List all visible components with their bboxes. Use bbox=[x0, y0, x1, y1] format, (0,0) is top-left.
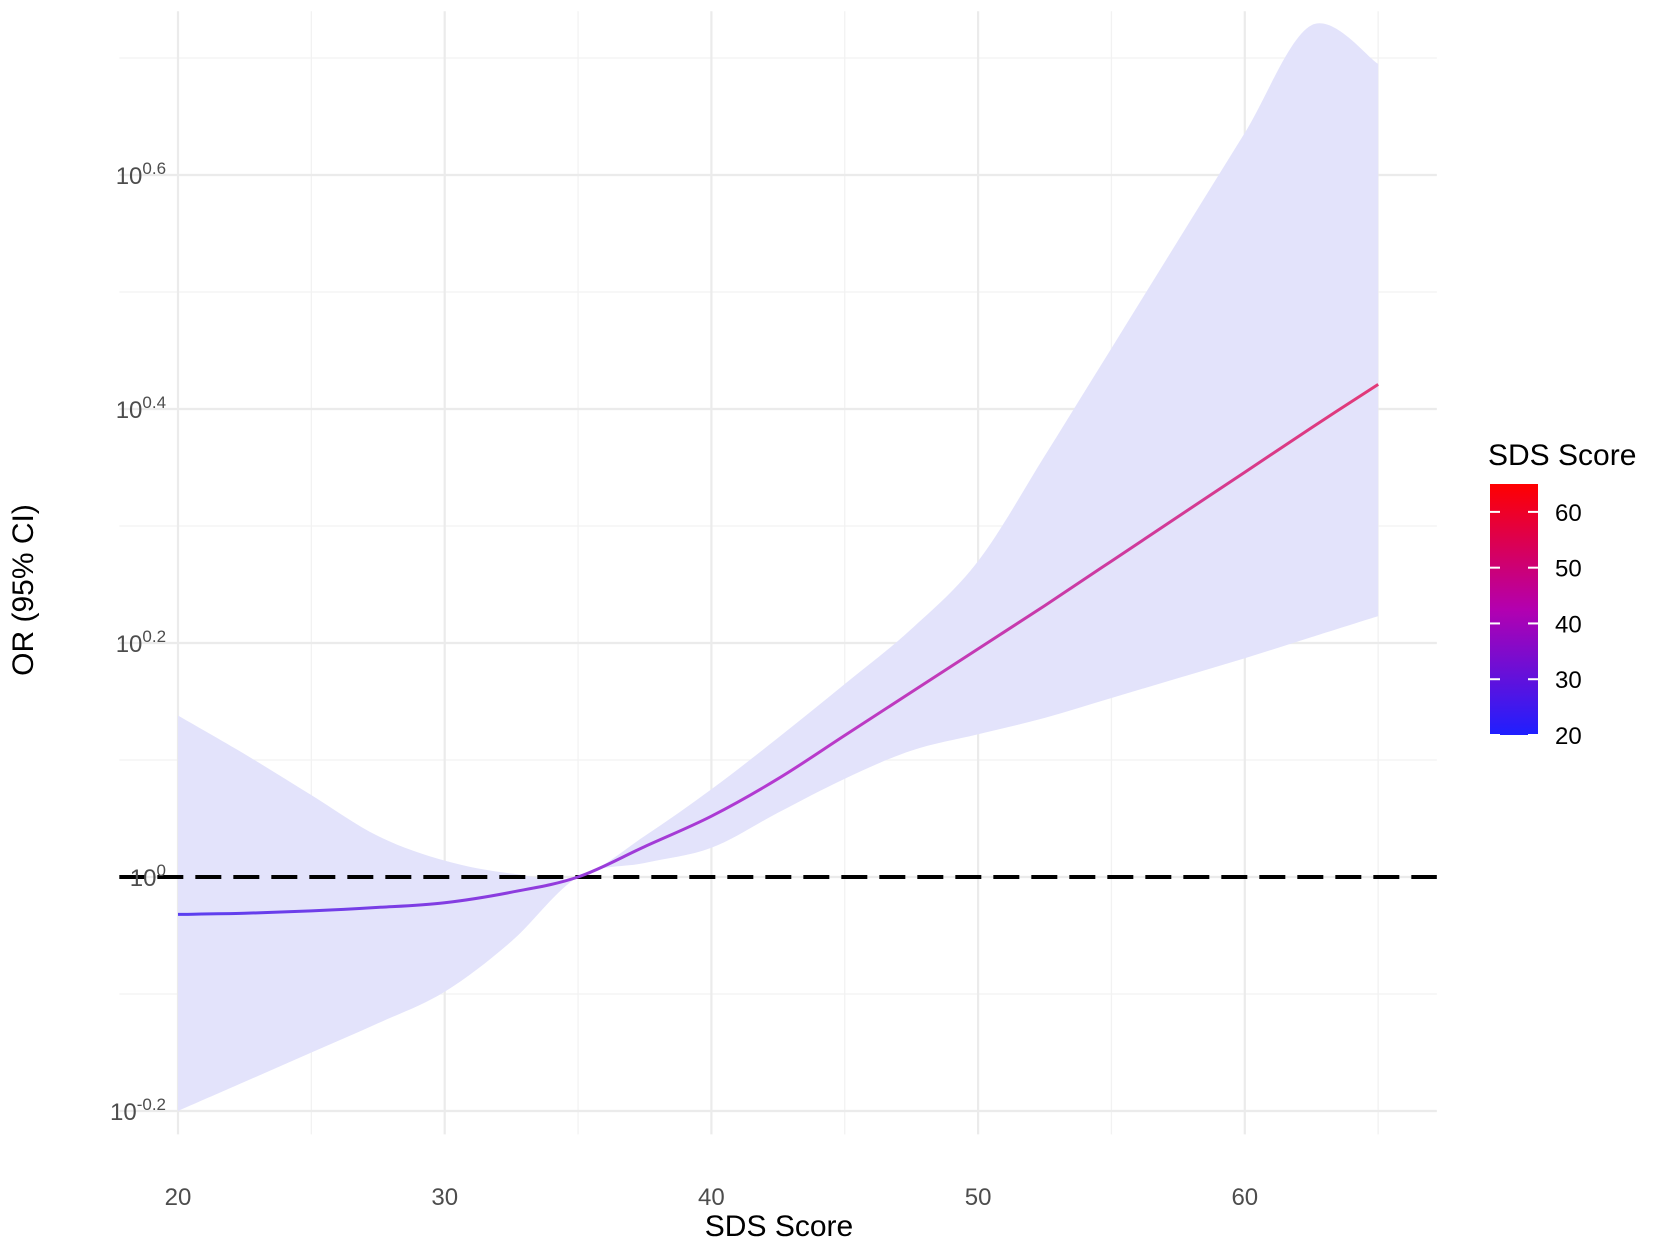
y-axis-ticks: 10-0.2 100 100.2 100.4 100.6 bbox=[110, 159, 166, 1126]
x-tick-label: 30 bbox=[431, 1184, 458, 1211]
x-axis-ticks: 20 30 40 50 60 bbox=[165, 1184, 1259, 1211]
y-tick-label: 100 bbox=[130, 861, 166, 892]
x-axis-title: SDS Score bbox=[705, 1210, 853, 1243]
x-tick-label: 40 bbox=[698, 1184, 725, 1211]
y-tick-label: 100.4 bbox=[116, 393, 166, 424]
y-axis-title: OR (95% CI) bbox=[7, 504, 40, 676]
colorbar-title: SDS Score bbox=[1488, 439, 1636, 472]
x-tick-label: 60 bbox=[1231, 1184, 1258, 1211]
x-tick-label: 50 bbox=[965, 1184, 992, 1211]
colorbar-tick-label: 50 bbox=[1555, 556, 1582, 583]
colorbar-tick-label: 60 bbox=[1555, 500, 1582, 527]
odds-ratio-line bbox=[177, 383, 1380, 916]
y-tick-label: 100.6 bbox=[116, 159, 166, 190]
colorbar-tick-label: 30 bbox=[1555, 667, 1582, 694]
colorbar-gradient bbox=[1490, 484, 1538, 735]
colorbar-tick-label: 20 bbox=[1555, 723, 1582, 750]
confidence-band bbox=[178, 23, 1379, 1112]
x-tick-label: 20 bbox=[165, 1184, 192, 1211]
colorbar-tick-label: 40 bbox=[1555, 611, 1582, 638]
colorbar-ticks: 20 30 40 50 60 bbox=[1490, 500, 1582, 750]
y-tick-label: 100.2 bbox=[116, 627, 166, 658]
y-tick-label: 10-0.2 bbox=[110, 1095, 166, 1126]
colorbar-legend: SDS Score 20 30 40 50 60 bbox=[1488, 439, 1636, 750]
